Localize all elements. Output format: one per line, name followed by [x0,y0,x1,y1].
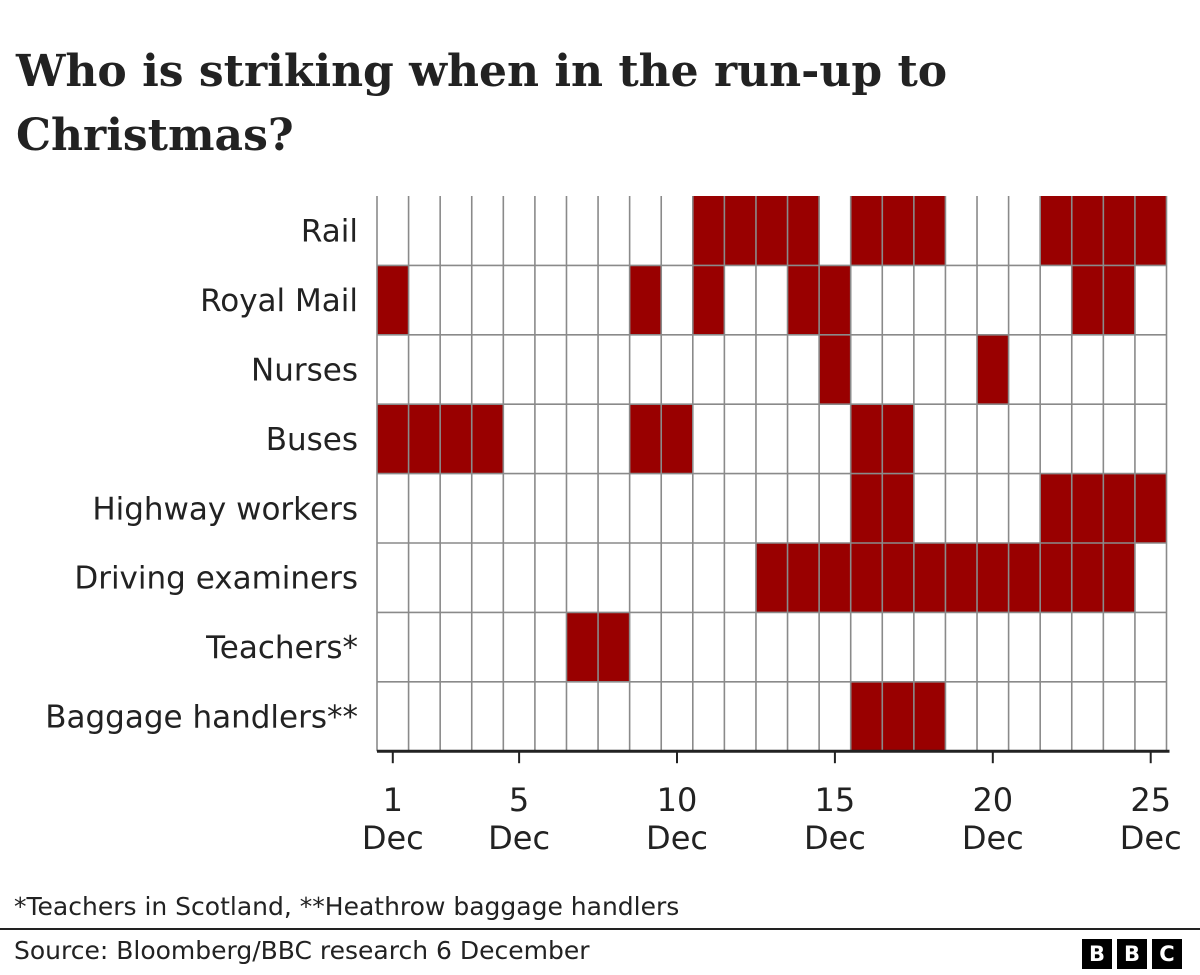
divider-line [0,928,1200,930]
strike-cell [882,543,914,613]
strike-cell [1103,265,1135,335]
x-tick-month-label: Dec [646,819,708,857]
x-tick-month-label: Dec [804,819,866,857]
strike-cell [882,196,914,266]
x-tick-label: 25 [1130,781,1171,819]
strike-cell [1008,543,1041,613]
strike-cell [629,265,662,335]
strike-cell [977,543,1009,613]
strike-cell [787,265,820,335]
strike-cell [787,543,820,613]
row-label: Rail [301,214,358,250]
strike-cell [819,543,851,613]
bbc-logo-letter: B [1117,939,1147,969]
strike-cell [692,265,725,335]
strike-cell [1071,473,1104,543]
x-tick-month-label: Dec [962,819,1024,857]
strike-cell [566,612,599,682]
bbc-logo-letter: C [1152,939,1182,969]
row-label: Highway workers [92,491,358,527]
strike-cell [850,681,883,752]
row-labels: Rail Royal Mail Nurses Buses Highway workers… [45,214,358,736]
strike-cell [945,543,978,613]
strike-cell [1103,473,1135,543]
x-tick-label: 10 [657,781,698,819]
strike-cell [850,196,883,266]
strike-cells [377,196,1167,752]
calendar-grid [376,196,1168,752]
strike-cell [1103,196,1135,266]
strike-cell [882,473,914,543]
x-tick-label: 1 [383,781,403,819]
row-label: Nurses [251,353,358,389]
x-tick-month-label: Dec [488,819,550,857]
footnote: *Teachers in Scotland, **Heathrow baggag… [14,892,680,921]
strike-cell [755,196,788,266]
x-tick-label: 5 [509,781,529,819]
x-tick-label: 20 [972,781,1013,819]
strike-cell [1103,543,1135,613]
strike-cell [692,196,725,266]
strike-cell [913,681,946,752]
strike-cell [1040,196,1072,266]
strike-cell [724,196,756,266]
strike-cell [629,404,662,474]
row-label: Buses [266,422,358,458]
source-note: Source: Bloomberg/BBC research 6 Decembe… [14,936,590,965]
strike-cell [850,473,883,543]
strike-cell [819,265,851,335]
chart-title: Who is striking when in the run-up to Ch… [16,46,948,161]
row-label: Baggage handlers** [45,700,358,736]
strike-cell [913,543,946,613]
strike-cell [850,543,883,613]
strike-cell [440,404,472,474]
strike-cell [598,612,630,682]
strike-cell [1071,543,1104,613]
strike-cell [661,404,693,474]
strike-cell [1134,473,1167,543]
strike-cell [408,404,441,474]
strike-cell [882,681,914,752]
bbc-logo-letter: B [1082,939,1112,969]
x-tick-label: 15 [815,781,856,819]
strike-cell [377,265,409,335]
strike-cell [377,404,409,474]
strike-cell [977,334,1009,405]
strike-cell [1040,543,1072,613]
strike-cell [1071,265,1104,335]
strike-calendar-chart: Rail Royal Mail Nurses Buses Highway workers… [45,196,1182,857]
row-label: Royal Mail [200,283,358,319]
strike-cell [1134,196,1167,266]
strike-cell [1040,473,1072,543]
strike-cell [787,196,820,266]
strike-cell [913,196,946,266]
x-tick-month-label: Dec [1120,819,1182,857]
strike-cell [471,404,504,474]
bbc-logo: B B C [1082,939,1182,969]
strike-cell [755,543,788,613]
x-tick-month-label: Dec [362,819,424,857]
strike-cell [819,334,851,405]
strike-cell [1071,196,1104,266]
row-label: Driving examiners [74,561,358,597]
strike-cell [850,404,883,474]
row-label: Teachers* [205,630,358,666]
strike-cell [882,404,914,474]
